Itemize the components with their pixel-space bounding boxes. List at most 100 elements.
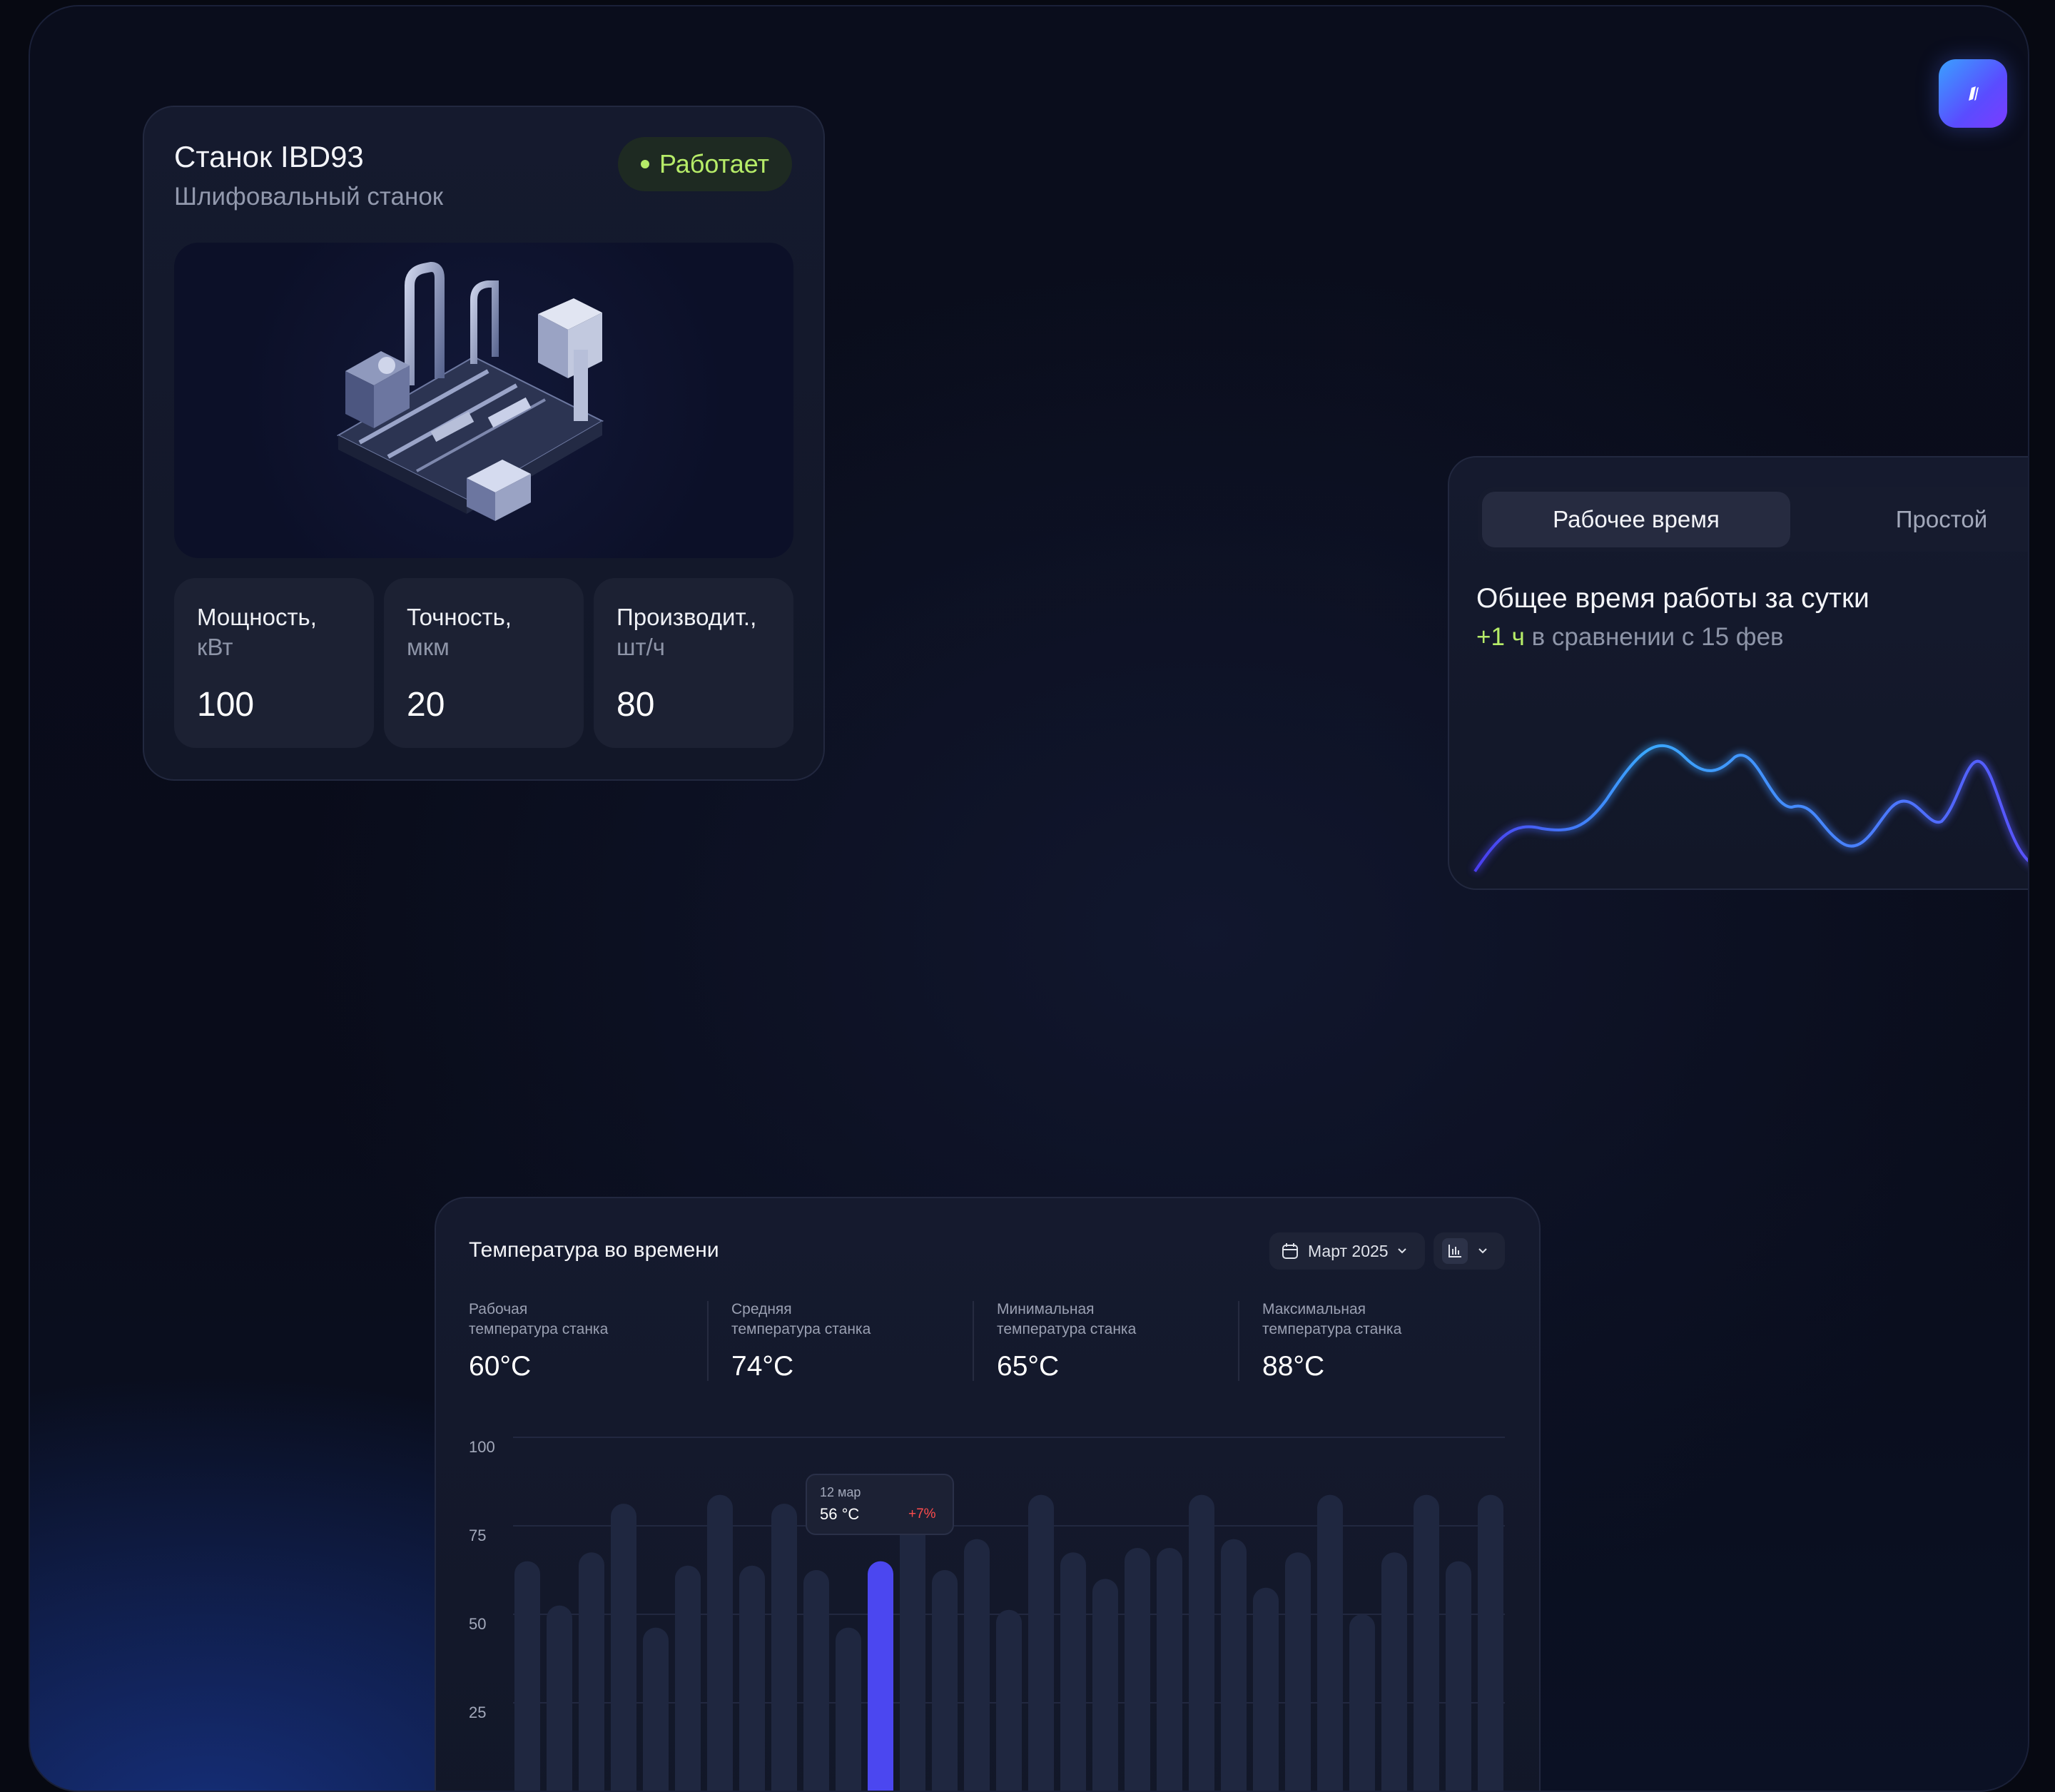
chart-bar[interactable] <box>579 1552 604 1792</box>
chart-bar[interactable] <box>1285 1552 1311 1792</box>
chart-bar[interactable] <box>1092 1579 1118 1792</box>
metric-label: температура станка <box>469 1321 609 1337</box>
temperature-title: Температура во времени <box>469 1238 719 1262</box>
y-tick-label: 25 <box>469 1704 487 1721</box>
work-comparison: +1 ч в сравнении с 15 фев <box>1476 623 1784 652</box>
chart-tooltip: 12 мар 56 °C +7% <box>806 1474 954 1535</box>
machine-title: Станок IBD93 <box>174 140 364 173</box>
chart-bar[interactable] <box>514 1561 540 1792</box>
metric-average-temp: Средняя температура станка 74°C <box>731 1300 871 1382</box>
machine-image <box>174 134 793 558</box>
chart-bar[interactable] <box>803 1570 829 1792</box>
chevron-down-icon <box>1397 1248 1406 1254</box>
metric-label: температура станка <box>1262 1321 1402 1337</box>
date-filter-button[interactable]: Март 2025 <box>1269 1232 1425 1270</box>
status-label: Работает <box>659 149 770 178</box>
chart-bar[interactable] <box>611 1504 636 1792</box>
y-tick-label: 75 <box>469 1527 487 1544</box>
tooltip-value: 56 °C <box>820 1505 860 1523</box>
tooltip-date: 12 мар <box>820 1485 861 1499</box>
metric-label: Рабочая <box>469 1301 528 1317</box>
stat-power-unit: кВт <box>197 634 233 660</box>
machine-illustration <box>336 134 604 521</box>
chart-bar[interactable] <box>1414 1494 1439 1792</box>
calendar-icon <box>1282 1243 1298 1259</box>
metric-divider <box>973 1301 974 1381</box>
temperature-card: Температура во времени Март 2025 Рабочая… <box>435 1197 1541 1792</box>
machine-card: Станок IBD93 Шлифовальный станок Работае… <box>143 106 825 781</box>
tab-work-time[interactable]: Рабочее время <box>1482 492 1790 547</box>
stat-productivity-label: Производит., <box>616 604 757 630</box>
chart-bar[interactable] <box>1349 1614 1375 1792</box>
chart-bar[interactable] <box>707 1494 733 1792</box>
metric-label: температура станка <box>997 1321 1137 1337</box>
metric-divider <box>707 1301 709 1381</box>
chart-bar[interactable] <box>900 1499 925 1792</box>
chart-bar[interactable] <box>1317 1494 1343 1792</box>
chart-bar[interactable] <box>964 1539 990 1792</box>
metric-divider <box>1238 1301 1239 1381</box>
metric-max-temp: Максимальная температура станка 88°C <box>1262 1300 1401 1382</box>
work-delta: +1 ч <box>1476 623 1525 651</box>
date-filter-label: Март 2025 <box>1308 1241 1389 1260</box>
temperature-bar-chart <box>514 1494 1503 1792</box>
chart-bar[interactable] <box>643 1627 669 1792</box>
chart-bar-highlighted[interactable] <box>868 1561 893 1792</box>
chart-bar[interactable] <box>1028 1494 1054 1792</box>
chart-bar[interactable] <box>1125 1548 1150 1792</box>
chart-bar[interactable] <box>996 1609 1022 1792</box>
tooltip-delta: +7% <box>908 1507 936 1522</box>
work-compare-text: в сравнении с 15 фев <box>1524 623 1784 651</box>
status-dot-icon <box>640 160 649 168</box>
chart-bar[interactable] <box>1060 1552 1086 1792</box>
metric-label: Минимальная <box>997 1301 1095 1317</box>
app-frame: Станок IBD93 Шлифовальный станок Работае… <box>29 5 2029 1792</box>
chart-bar[interactable] <box>1478 1494 1503 1792</box>
grid-line <box>513 1437 1505 1438</box>
stat-precision-value: 20 <box>407 686 445 724</box>
chevron-down-icon <box>1478 1248 1487 1254</box>
metric-value: 74°C <box>731 1351 794 1382</box>
metric-working-temp: Рабочая температура станка 60°C <box>469 1300 608 1382</box>
bar-chart-icon <box>1442 1238 1468 1264</box>
stat-precision-unit: мкм <box>407 634 450 660</box>
chart-type-button[interactable] <box>1434 1232 1505 1270</box>
metric-label: Средняя <box>731 1301 792 1317</box>
chart-bar[interactable] <box>547 1605 572 1792</box>
tab-idle[interactable]: Простой <box>1895 506 1988 532</box>
work-time-line <box>1471 741 2028 874</box>
chart-bar[interactable] <box>932 1570 958 1792</box>
y-tick-label: 100 <box>469 1438 495 1456</box>
chart-bar[interactable] <box>1157 1548 1182 1792</box>
stat-productivity-value: 80 <box>616 686 655 724</box>
chart-bar[interactable] <box>836 1627 861 1792</box>
chart-bar[interactable] <box>1189 1494 1214 1792</box>
stat-productivity: Производит., шт/ч 80 <box>594 578 793 748</box>
chart-bar[interactable] <box>1381 1552 1407 1792</box>
metric-value: 88°C <box>1262 1351 1325 1382</box>
chart-bar[interactable] <box>1253 1587 1279 1792</box>
chart-bar[interactable] <box>771 1504 797 1792</box>
chart-bar[interactable] <box>739 1565 765 1792</box>
chart-bar[interactable] <box>1446 1561 1471 1792</box>
work-tabs: Рабочее время Простой <box>1478 487 2028 552</box>
chart-bar[interactable] <box>1221 1539 1247 1792</box>
metric-min-temp: Минимальная температура станка 65°C <box>997 1300 1136 1382</box>
work-title: Общее время работы за сутки <box>1476 583 1869 614</box>
stat-productivity-unit: шт/ч <box>616 634 665 660</box>
metric-value: 60°C <box>469 1351 532 1382</box>
stat-precision-label: Точность, <box>407 604 512 630</box>
metric-value: 65°C <box>997 1351 1060 1382</box>
work-time-card: Рабочее время Простой Общее время работы… <box>1448 456 2028 890</box>
chart-bar[interactable] <box>675 1565 701 1792</box>
metric-label: температура станка <box>731 1321 871 1337</box>
stat-power-label: Мощность, <box>197 604 317 630</box>
stat-precision: Точность, мкм 20 <box>384 578 584 748</box>
app-logo-icon[interactable] <box>1939 59 2007 128</box>
stat-power: Мощность, кВт 100 <box>174 578 374 748</box>
status-badge: Работает <box>618 137 792 191</box>
machine-subtitle: Шлифовальный станок <box>174 183 444 211</box>
grid-line <box>513 1525 1505 1527</box>
stat-power-value: 100 <box>197 686 255 724</box>
y-tick-label: 50 <box>469 1615 487 1633</box>
